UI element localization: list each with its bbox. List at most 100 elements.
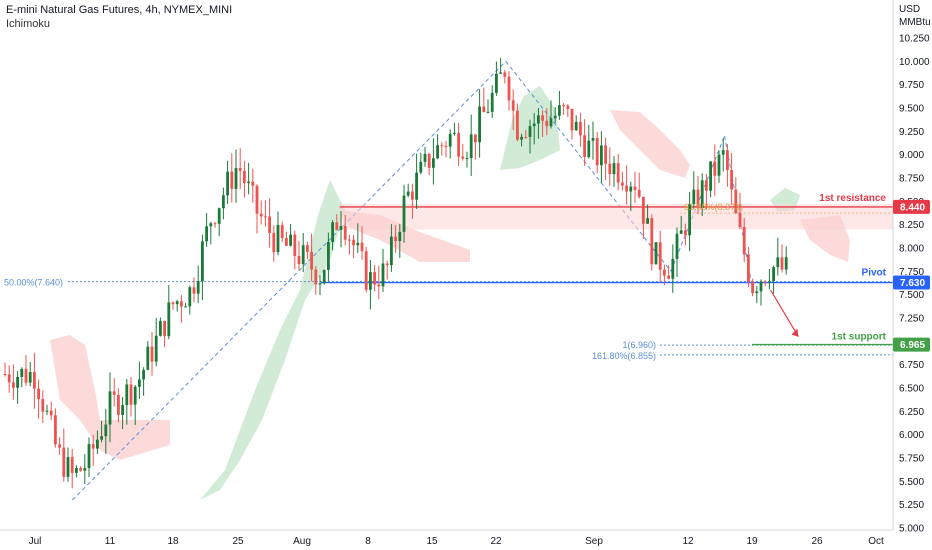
price-tag-0: 8.440: [900, 202, 925, 213]
candle-body: [440, 145, 444, 147]
candle-body: [503, 72, 507, 77]
candle-body: [406, 191, 410, 196]
candle-body: [705, 180, 708, 191]
candle-body: [427, 153, 431, 168]
candle-body: [595, 138, 599, 166]
candle-body: [398, 231, 402, 242]
candle-body: [419, 161, 423, 173]
candle-body: [772, 267, 775, 282]
candle-body: [381, 263, 385, 287]
candle-body: [763, 281, 767, 283]
candle-body: [541, 115, 544, 121]
candle-body: [663, 269, 666, 276]
candle-body: [100, 436, 103, 440]
candle-body: [738, 213, 742, 227]
candle-body: [478, 106, 481, 143]
time-tick: 15: [426, 536, 438, 547]
candle-body: [369, 272, 372, 290]
time-tick: 11: [105, 536, 116, 547]
candle-body: [293, 234, 297, 257]
candle-body: [612, 163, 616, 175]
candle-body: [159, 320, 162, 336]
candle-body: [717, 154, 721, 176]
candle-body: [721, 150, 725, 155]
candle-body: [423, 153, 427, 162]
candle-body: [457, 132, 460, 157]
price-tick: 6.250: [899, 407, 924, 418]
candle-body: [583, 135, 586, 158]
candle-body: [553, 115, 557, 119]
level-label-1: Pivot: [862, 268, 887, 279]
candle-body: [62, 447, 66, 477]
candle-body: [83, 468, 87, 471]
candle-body: [507, 76, 511, 101]
chart-title: E-mini Natural Gas Futures, 4h, NYMEX_MI…: [6, 4, 233, 16]
candle-body: [129, 384, 133, 405]
candle-body: [171, 302, 175, 305]
projection-arrow: [770, 289, 799, 337]
candle-body: [688, 204, 691, 236]
candle-body: [759, 281, 763, 292]
candle-body: [461, 156, 465, 159]
candle-body: [444, 145, 448, 147]
candle-body: [7, 374, 11, 383]
candle-body: [45, 410, 49, 412]
candle-body: [331, 222, 334, 242]
candle-body: [516, 110, 519, 140]
candle-body: [117, 394, 120, 415]
candle-body: [339, 226, 343, 230]
candle-body: [616, 163, 620, 183]
price-axis: USD MMBtu 10.250 10.000 9.750 9.500 9.250 9.000…: [892, 0, 932, 550]
candle-body: [436, 145, 439, 159]
candle-body: [142, 369, 145, 380]
candle-body: [251, 181, 255, 186]
candle-body: [310, 251, 313, 270]
candle-body: [545, 120, 549, 127]
time-tick: Oct: [868, 536, 884, 547]
candle-body: [377, 284, 381, 287]
candle-body: [453, 132, 456, 134]
candle-body: [154, 335, 158, 362]
price-axis-bg: [893, 0, 932, 550]
resistance-zone: [339, 204, 893, 230]
candle-body: [301, 245, 305, 265]
time-tick: Jul: [29, 536, 42, 547]
fib-label-0: 50.00%(7.640): [4, 278, 63, 288]
price-tick: 8.000: [899, 244, 924, 255]
time-tick: 22: [490, 536, 502, 547]
level-label-2: 1st support: [832, 332, 887, 343]
candle-body: [192, 287, 196, 294]
candle-body: [96, 439, 99, 449]
candle-body: [629, 186, 633, 192]
candle-body: [768, 281, 771, 283]
candle-body: [213, 223, 217, 225]
time-tick: 18: [167, 536, 179, 547]
candle-body: [108, 391, 112, 425]
candle-body: [566, 105, 570, 109]
candle-body: [625, 185, 628, 192]
candle-body: [587, 140, 591, 158]
candle-body: [520, 136, 523, 140]
price-tag-bg-0: [893, 199, 930, 214]
candle-body: [163, 320, 166, 337]
candle-body: [390, 236, 393, 266]
candle-body: [314, 269, 318, 285]
price-tag-1: 7.630: [900, 278, 925, 289]
candle-body: [226, 171, 229, 196]
price-tick: 5.750: [899, 454, 924, 465]
candle-body: [747, 254, 750, 283]
candle-body: [465, 157, 469, 159]
levels: [320, 204, 893, 346]
candle-body: [205, 226, 208, 242]
price-tick: 7.250: [899, 314, 924, 325]
candle-body: [138, 379, 141, 387]
candle-body: [570, 108, 574, 131]
time-tick: Sep: [585, 536, 603, 547]
price-tick: 9.250: [899, 127, 924, 138]
candle-body: [24, 368, 28, 383]
candle-body: [755, 291, 759, 294]
time-tick: 8: [365, 536, 371, 547]
candle-body: [247, 181, 250, 184]
candle-body: [411, 191, 414, 200]
